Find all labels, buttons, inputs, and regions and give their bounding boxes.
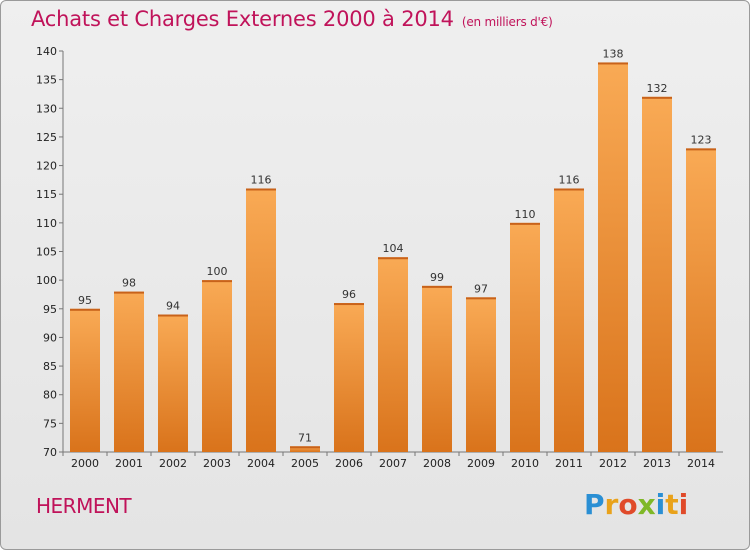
- bar-2008: [422, 285, 452, 452]
- y-tick-label: 105: [36, 246, 57, 259]
- bar-top-edge: [598, 62, 628, 65]
- y-tick-label: 80: [43, 389, 57, 402]
- bar-top-edge: [378, 257, 408, 260]
- y-tick-label: 120: [36, 160, 57, 173]
- bar-2005: [290, 446, 320, 452]
- bar-2001: [114, 291, 144, 452]
- bar-2011: [554, 188, 584, 452]
- data-label-2012: 138: [603, 47, 624, 60]
- bar-2012: [598, 62, 628, 452]
- bar-top-edge: [686, 148, 716, 151]
- bar-top-edge: [422, 285, 452, 288]
- data-label-2011: 116: [559, 173, 580, 186]
- y-tick-label: 125: [36, 131, 57, 144]
- y-tick-label: 95: [43, 303, 57, 316]
- chart-unit: (en milliers d'€): [461, 15, 553, 29]
- x-tick-label-2009: 2009: [467, 457, 495, 470]
- bar-top-edge: [466, 297, 496, 300]
- x-tick-label-2004: 2004: [247, 457, 275, 470]
- bar-2003: [202, 280, 232, 452]
- bar-2004: [246, 188, 276, 452]
- y-tick-label: 85: [43, 360, 57, 373]
- x-tick-label-2001: 2001: [115, 457, 143, 470]
- x-tick-label-2011: 2011: [555, 457, 583, 470]
- data-label-2013: 132: [647, 82, 668, 95]
- x-tick-label-2008: 2008: [423, 457, 451, 470]
- bar-2000: [70, 308, 100, 452]
- data-label-2006: 96: [342, 288, 356, 301]
- bar-top-edge: [70, 308, 100, 311]
- x-tick-label-2003: 2003: [203, 457, 231, 470]
- bar-top-edge: [158, 314, 188, 317]
- bar-top-edge: [334, 303, 364, 306]
- bar-2014: [686, 148, 716, 452]
- y-tick-label: 110: [36, 217, 57, 230]
- bar-top-edge: [642, 96, 672, 99]
- bar-top-edge: [554, 188, 584, 191]
- chart-title: Achats et Charges Externes 2000 à 2014 (e…: [31, 7, 553, 31]
- data-label-2003: 100: [207, 265, 228, 278]
- data-label-2002: 94: [166, 300, 180, 313]
- chart-title-text: Achats et Charges Externes 2000 à 2014: [31, 7, 454, 31]
- bar-2010: [510, 222, 540, 452]
- data-label-2010: 110: [515, 208, 536, 221]
- bar-top-edge: [290, 446, 320, 449]
- y-tick-label: 100: [36, 274, 57, 287]
- x-tick-label-2014: 2014: [687, 457, 715, 470]
- x-tick-label-2010: 2010: [511, 457, 539, 470]
- bar-top-edge: [114, 291, 144, 294]
- proxiti-logo: Proxiti: [584, 488, 689, 521]
- commune-name: HERMENT: [36, 494, 132, 518]
- y-tick-label: 135: [36, 74, 57, 87]
- y-tick-label: 115: [36, 188, 57, 201]
- bar-2007: [378, 257, 408, 452]
- bar-2013: [642, 96, 672, 452]
- bar-2006: [334, 303, 364, 452]
- data-label-2009: 97: [474, 282, 488, 295]
- bar-2009: [466, 297, 496, 452]
- bar-top-edge: [510, 222, 540, 225]
- bar-top-edge: [202, 280, 232, 283]
- x-tick-label-2005: 2005: [291, 457, 319, 470]
- data-label-2014: 123: [691, 133, 712, 146]
- y-axis: 70 75 80 85 90 95 100 105 110 115 120 125 130 135 140: [36, 45, 723, 459]
- x-tick-label-2002: 2002: [159, 457, 187, 470]
- data-label-2000: 95: [78, 294, 92, 307]
- y-tick-label: 90: [43, 331, 57, 344]
- bar-top-edge: [246, 188, 276, 191]
- data-label-2004: 116: [251, 173, 272, 186]
- data-label-2005: 71: [298, 431, 312, 444]
- y-tick-label: 75: [43, 417, 57, 430]
- data-label-2001: 98: [122, 277, 136, 290]
- x-tick-label-2000: 2000: [71, 457, 99, 470]
- bar-2002: [158, 314, 188, 452]
- y-tick-label: 70: [43, 446, 57, 459]
- y-tick-label: 130: [36, 102, 57, 115]
- x-axis: 2000 2001 2002 2003 2004 2005 2006 2007 2008 2009…: [62, 452, 715, 470]
- data-label-2007: 104: [383, 242, 404, 255]
- x-tick-label-2013: 2013: [643, 457, 671, 470]
- x-tick-label-2007: 2007: [379, 457, 407, 470]
- x-tick-label-2006: 2006: [335, 457, 363, 470]
- bars: 95 98 94 100 116 71 96 104 99 97 110 116 138 132 123: [70, 47, 716, 452]
- y-tick-label: 140: [36, 45, 57, 58]
- x-tick-label-2012: 2012: [599, 457, 627, 470]
- data-label-2008: 99: [430, 271, 444, 284]
